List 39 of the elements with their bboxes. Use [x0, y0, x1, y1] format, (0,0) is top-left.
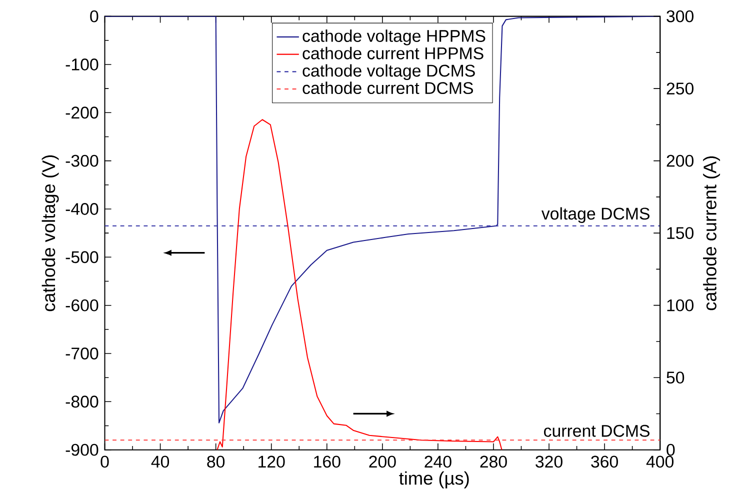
y-tick-label: -700 — [66, 348, 98, 360]
y2-axis-title: cathode current (A) — [703, 156, 720, 310]
y-tick-label: -400 — [66, 203, 98, 216]
y2-tick-label: 250 — [666, 82, 694, 95]
legend-label: cathode current DCMS — [302, 82, 473, 94]
x-tick-label: 320 — [536, 456, 562, 468]
legend-label: cathode current HPPMS — [302, 47, 484, 60]
y2-tick-label: 200 — [666, 154, 694, 167]
line-series — [104, 16, 660, 424]
y2-tick-label: 300 — [666, 10, 694, 22]
annotation: current DCMS — [544, 425, 650, 437]
x-tick-label: 40 — [151, 456, 170, 468]
legend-label: cathode voltage HPPMS — [302, 30, 486, 46]
x-tick-label: 0 — [100, 456, 109, 468]
y-tick-label: -200 — [66, 106, 98, 119]
x-tick-label: 400 — [646, 456, 674, 468]
y2-tick-label: 100 — [667, 299, 694, 312]
x-tick-label: 240 — [424, 456, 452, 468]
y2-tick-label: 0 — [666, 444, 675, 456]
annotation: voltage DCMS — [541, 207, 650, 224]
x-tick-label: 280 — [480, 456, 507, 468]
x-tick-label: 120 — [258, 456, 285, 468]
x-tick-label: 200 — [369, 456, 396, 468]
y-tick-label: -600 — [66, 299, 98, 312]
legend-label: cathode voltage DCMS — [302, 64, 475, 80]
y2-tick-label: 50 — [666, 372, 684, 384]
y-tick-label: -900 — [66, 444, 98, 456]
y-tick-label: -300 — [66, 154, 98, 167]
x-tick-label: 160 — [314, 456, 340, 468]
x-tick-label: 80 — [207, 456, 225, 468]
y-tick-label: -800 — [66, 396, 98, 408]
x-axis-title: time (µs) — [399, 472, 469, 488]
line-series — [216, 119, 502, 450]
y2-tick-label: 150 — [667, 227, 694, 240]
y-tick-label: -500 — [66, 251, 98, 264]
x-tick-label: 360 — [591, 456, 618, 468]
y-tick-label: -100 — [66, 58, 98, 71]
y-axis-title: cathode voltage (V) — [42, 156, 59, 312]
y-tick-label: 0 — [90, 10, 98, 22]
